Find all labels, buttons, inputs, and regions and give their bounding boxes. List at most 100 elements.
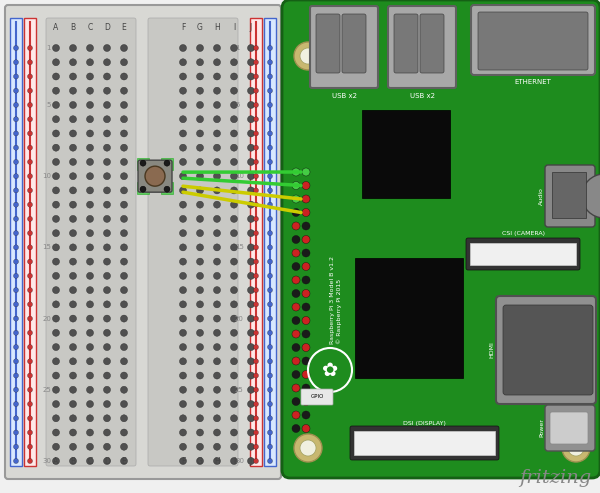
Circle shape xyxy=(70,286,77,294)
Circle shape xyxy=(70,116,77,123)
Circle shape xyxy=(197,44,203,51)
Circle shape xyxy=(145,166,165,186)
Circle shape xyxy=(179,315,187,322)
Circle shape xyxy=(248,400,254,408)
Circle shape xyxy=(53,272,59,280)
Circle shape xyxy=(214,116,221,123)
Circle shape xyxy=(268,131,272,136)
Circle shape xyxy=(268,387,272,392)
Circle shape xyxy=(248,44,254,51)
Circle shape xyxy=(14,345,19,350)
Circle shape xyxy=(197,130,203,137)
Circle shape xyxy=(248,116,254,123)
Circle shape xyxy=(197,415,203,422)
Circle shape xyxy=(230,201,238,208)
Circle shape xyxy=(292,330,300,338)
Circle shape xyxy=(121,244,128,251)
Circle shape xyxy=(214,315,221,322)
Circle shape xyxy=(70,400,77,408)
Circle shape xyxy=(86,372,94,379)
Circle shape xyxy=(302,262,310,271)
Circle shape xyxy=(28,373,32,378)
Circle shape xyxy=(268,373,272,378)
FancyBboxPatch shape xyxy=(420,14,444,73)
Circle shape xyxy=(268,245,272,250)
Text: 20: 20 xyxy=(42,316,51,321)
Circle shape xyxy=(179,415,187,422)
Circle shape xyxy=(104,315,110,322)
Circle shape xyxy=(121,358,128,365)
Circle shape xyxy=(268,103,272,107)
Circle shape xyxy=(230,102,238,108)
Circle shape xyxy=(302,209,310,216)
Circle shape xyxy=(104,358,110,365)
Circle shape xyxy=(214,73,221,80)
Circle shape xyxy=(302,168,310,176)
Circle shape xyxy=(568,440,584,456)
Circle shape xyxy=(104,73,110,80)
Circle shape xyxy=(248,301,254,308)
Circle shape xyxy=(70,244,77,251)
Circle shape xyxy=(14,103,19,107)
Circle shape xyxy=(254,174,259,178)
Circle shape xyxy=(292,289,300,297)
Circle shape xyxy=(14,330,19,335)
Circle shape xyxy=(104,272,110,280)
Circle shape xyxy=(70,358,77,365)
Circle shape xyxy=(300,440,316,456)
FancyBboxPatch shape xyxy=(282,0,600,478)
Circle shape xyxy=(254,202,259,207)
Circle shape xyxy=(254,188,259,193)
Circle shape xyxy=(28,117,32,122)
Circle shape xyxy=(292,411,300,419)
Circle shape xyxy=(197,272,203,280)
Circle shape xyxy=(248,387,254,393)
Circle shape xyxy=(86,73,94,80)
Circle shape xyxy=(197,344,203,351)
Text: 5: 5 xyxy=(235,102,239,108)
Circle shape xyxy=(292,276,300,284)
Circle shape xyxy=(254,373,259,378)
Text: D: D xyxy=(104,24,110,33)
Circle shape xyxy=(292,209,300,216)
Circle shape xyxy=(302,384,310,392)
Circle shape xyxy=(230,400,238,408)
Circle shape xyxy=(86,144,94,151)
Circle shape xyxy=(197,329,203,336)
Circle shape xyxy=(121,258,128,265)
Circle shape xyxy=(254,231,259,236)
Circle shape xyxy=(70,315,77,322)
Circle shape xyxy=(53,130,59,137)
Circle shape xyxy=(121,301,128,308)
Circle shape xyxy=(28,45,32,50)
Circle shape xyxy=(121,415,128,422)
Text: F: F xyxy=(181,458,185,466)
Circle shape xyxy=(292,222,300,230)
Circle shape xyxy=(254,387,259,392)
Circle shape xyxy=(28,444,32,449)
Circle shape xyxy=(254,316,259,321)
Circle shape xyxy=(214,201,221,208)
Circle shape xyxy=(179,144,187,151)
Circle shape xyxy=(70,144,77,151)
Circle shape xyxy=(214,415,221,422)
Circle shape xyxy=(53,44,59,51)
Circle shape xyxy=(230,215,238,222)
Circle shape xyxy=(179,272,187,280)
Circle shape xyxy=(254,60,259,65)
Circle shape xyxy=(70,215,77,222)
Circle shape xyxy=(14,145,19,150)
Circle shape xyxy=(292,371,300,379)
Circle shape xyxy=(197,315,203,322)
FancyBboxPatch shape xyxy=(496,296,596,404)
Circle shape xyxy=(14,202,19,207)
Circle shape xyxy=(53,286,59,294)
FancyBboxPatch shape xyxy=(471,5,595,75)
Text: F: F xyxy=(181,24,185,33)
Circle shape xyxy=(248,372,254,379)
FancyBboxPatch shape xyxy=(394,14,418,73)
Circle shape xyxy=(14,316,19,321)
Circle shape xyxy=(254,302,259,307)
Circle shape xyxy=(230,130,238,137)
Circle shape xyxy=(214,400,221,408)
